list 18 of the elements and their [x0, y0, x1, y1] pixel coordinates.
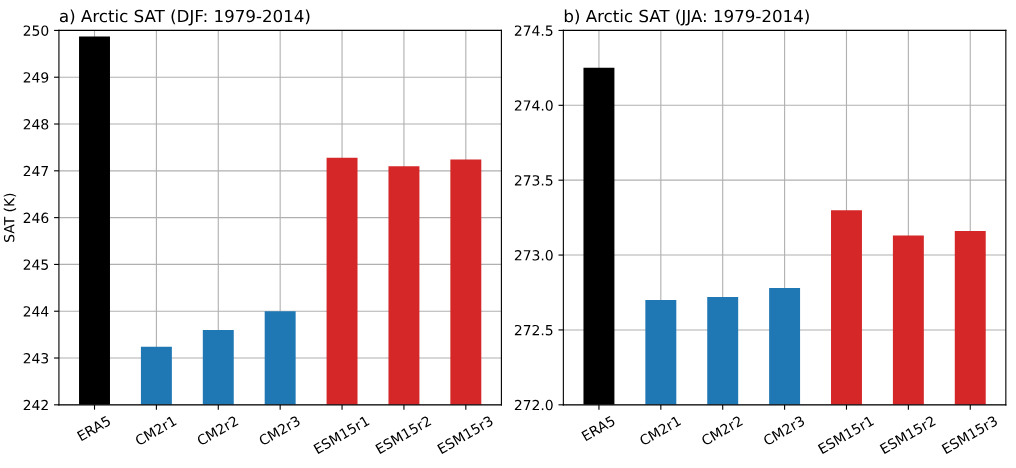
- y-tick-label: 250: [23, 25, 49, 36]
- y-tick-label: 272.0: [514, 399, 553, 411]
- y-tick-label: 245: [23, 259, 48, 270]
- y-tick-label: 244: [23, 306, 49, 317]
- y-tick-label: 243: [23, 352, 49, 364]
- y-tick-label: 272.5: [514, 324, 553, 336]
- y-tick-label: 242: [23, 399, 48, 411]
- y-tick-label: 246: [23, 212, 49, 224]
- chart-title: b) Arctic SAT (JJA: 1979-2014): [564, 9, 809, 26]
- y-tick-label: 273.0: [514, 250, 553, 261]
- y-tick-label: 249: [23, 72, 49, 83]
- y-tick-label: 247: [23, 165, 49, 177]
- y-tick-label: 274.5: [514, 25, 553, 36]
- chart-title: a) Arctic SAT (DJF: 1979-2014): [59, 9, 310, 26]
- y-tick-label: 274.0: [514, 100, 553, 111]
- y-tick-label: 273.5: [514, 175, 553, 186]
- y-axis-title: SAT (K): [3, 193, 17, 242]
- y-tick-label: 248: [23, 118, 49, 130]
